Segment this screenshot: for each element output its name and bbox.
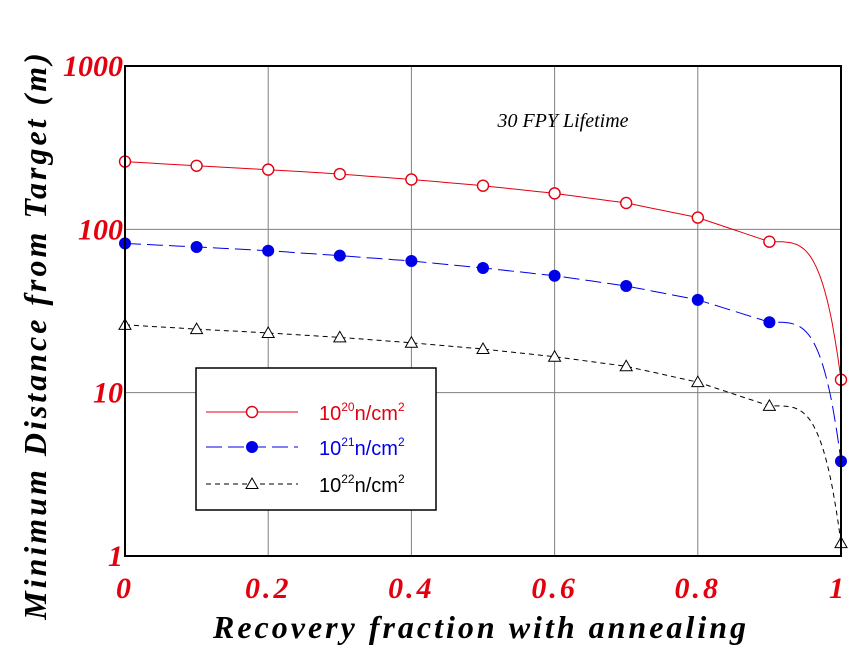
series-0-point [333, 167, 346, 181]
series-2-point [547, 349, 562, 362]
y-axis-title: Minimum Distance from Target (m) [17, 50, 53, 621]
x-tick-label: 0 [116, 572, 134, 605]
series-1-point [333, 249, 346, 262]
y-tick-label: 10 [93, 377, 123, 410]
legend-marker-0 [245, 405, 259, 419]
series-1-point [190, 240, 203, 253]
series-0-point [190, 159, 203, 172]
series-2-point [476, 342, 490, 355]
x-tick-label: 0.8 [675, 572, 722, 605]
x-tick-label: 0.6 [531, 572, 578, 605]
series-1-point [262, 244, 275, 257]
y-tick-label: 1000 [63, 50, 123, 83]
series-1-line [124, 242, 842, 462]
series-2-line [124, 324, 842, 544]
legend-label-1: 1021n/cm2 [319, 435, 405, 460]
series-2-point [690, 375, 705, 388]
legend-box [195, 367, 437, 511]
series-2-point [189, 322, 204, 335]
series-2-point [619, 359, 634, 372]
series-0-point [476, 179, 490, 192]
series-2-point [261, 325, 276, 338]
series-0-point [763, 235, 776, 248]
series-0-point [691, 211, 704, 224]
x-tick-label: 0.2 [245, 572, 292, 605]
x-tick-labels: 0 0.2 0.4 0.6 0.8 1 [116, 572, 847, 605]
plot-frame [124, 65, 842, 557]
legend-marker-1 [246, 441, 258, 453]
series-2-point [404, 335, 419, 348]
y-tick-label: 1 [108, 540, 123, 573]
x-tick-label: 1 [829, 572, 847, 605]
series-0-point [262, 163, 275, 176]
x-tick-label: 0.4 [388, 572, 435, 605]
series-1-point [477, 261, 489, 274]
series-1-point [763, 316, 776, 329]
legend-label-0: 1020n/cm2 [319, 400, 405, 425]
series-1-point [405, 254, 418, 267]
legend-marker-2 [245, 476, 259, 489]
series-2-point [762, 398, 777, 411]
series-0-point [620, 196, 633, 210]
series-0-point [548, 187, 561, 200]
legend-label-2: 1022n/cm2 [319, 472, 405, 497]
series-1-point [548, 269, 561, 282]
y-tick-labels: 1 10 100 1000 [63, 50, 123, 573]
series-1-point [620, 279, 633, 292]
annotation: 30 FPY Lifetime [496, 110, 628, 132]
series-2-point [332, 330, 347, 343]
series-0-point [405, 173, 418, 186]
y-tick-label: 100 [78, 213, 123, 246]
series-1-point [691, 293, 704, 306]
series-markers [118, 155, 848, 549]
x-axis-title: Recovery fraction with annealing [212, 609, 749, 645]
legend: 1020n/cm2 1021n/cm2 1022n/cm2 [195, 367, 437, 511]
